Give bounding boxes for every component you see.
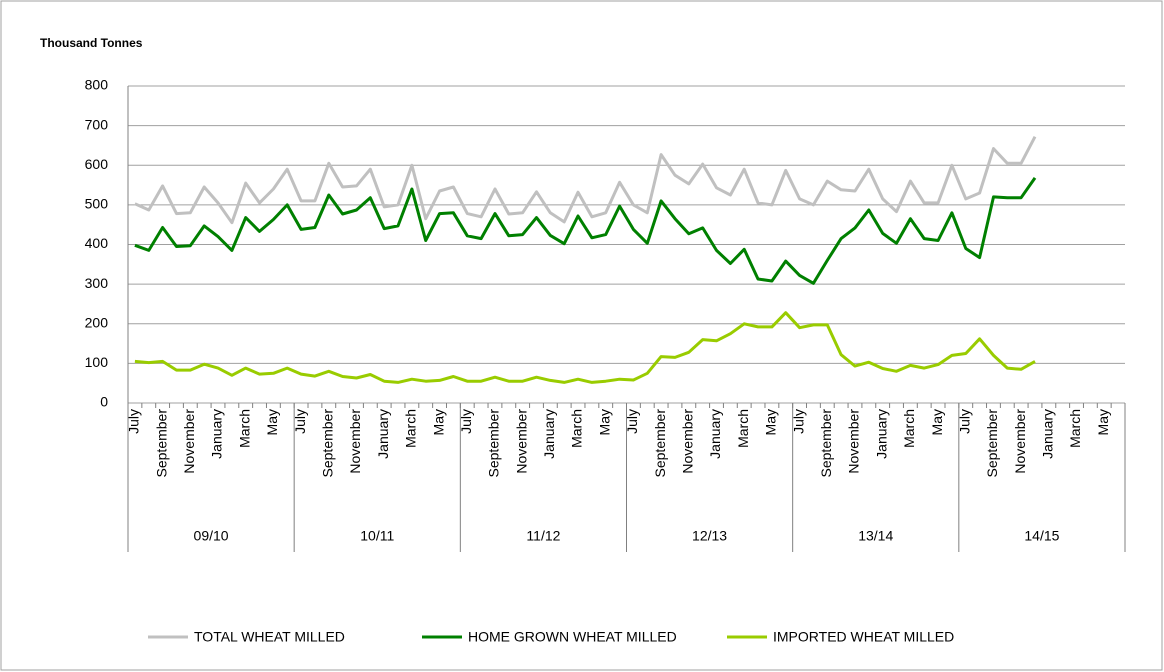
x-tick-label: January xyxy=(707,409,723,459)
x-tick-label: September xyxy=(818,409,834,478)
y-tick-label: 0 xyxy=(100,394,108,410)
series-line xyxy=(134,311,1036,384)
x-tick-label: January xyxy=(375,409,391,459)
x-tick-label: May xyxy=(430,409,446,435)
x-tick-label: January xyxy=(209,409,225,459)
x-tick-label: May xyxy=(929,409,945,435)
y-axis-title: Thousand Tonnes xyxy=(40,36,143,50)
x-tick-label: November xyxy=(513,409,529,474)
x-tick-label: January xyxy=(541,409,557,459)
x-tick-label: July xyxy=(956,409,972,434)
x-tick-label: March xyxy=(236,409,252,448)
x-tick-label: July xyxy=(126,409,142,434)
series-line xyxy=(134,136,1037,225)
group-label: 09/10 xyxy=(194,528,229,544)
group-label: 13/14 xyxy=(858,528,893,544)
x-tick-label: July xyxy=(790,409,806,434)
y-tick-label: 200 xyxy=(85,314,109,330)
x-tick-label: March xyxy=(735,409,751,448)
x-tick-label: November xyxy=(1012,409,1028,474)
x-tick-label: March xyxy=(1067,409,1083,448)
x-tick-label: May xyxy=(1095,409,1111,435)
x-tick-label: September xyxy=(153,409,169,478)
x-tick-label: March xyxy=(901,409,917,448)
x-tick-label: July xyxy=(292,409,308,434)
x-tick-label: September xyxy=(486,409,502,478)
group-label: 12/13 xyxy=(692,528,727,544)
x-tick-label: November xyxy=(846,409,862,474)
x-tick-label: July xyxy=(624,409,640,434)
legend-label: IMPORTED WHEAT MILLED xyxy=(773,629,954,645)
x-tick-label: November xyxy=(181,409,197,474)
group-label: 11/12 xyxy=(526,528,560,544)
x-tick-label: January xyxy=(873,409,889,459)
x-tick-label: January xyxy=(1040,409,1056,459)
y-tick-label: 700 xyxy=(85,116,109,132)
series-line xyxy=(134,177,1037,285)
group-label: 14/15 xyxy=(1024,528,1059,544)
y-tick-label: 600 xyxy=(85,156,109,172)
y-tick-label: 300 xyxy=(85,275,109,291)
y-tick-label: 400 xyxy=(85,235,109,251)
x-tick-label: May xyxy=(763,409,779,435)
y-tick-label: 800 xyxy=(85,77,109,93)
legend-label: HOME GROWN WHEAT MILLED xyxy=(468,629,677,645)
x-tick-label: November xyxy=(680,409,696,474)
x-tick-label: September xyxy=(319,409,335,478)
x-tick-label: March xyxy=(403,409,419,448)
x-tick-label: July xyxy=(458,409,474,434)
x-tick-label: March xyxy=(569,409,585,448)
y-tick-label: 500 xyxy=(85,196,109,212)
x-tick-label: May xyxy=(264,409,280,435)
x-tick-label: May xyxy=(596,409,612,435)
y-tick-label: 100 xyxy=(85,354,109,370)
x-tick-label: September xyxy=(984,409,1000,478)
legend-label: TOTAL WHEAT MILLED xyxy=(194,629,345,645)
x-tick-label: November xyxy=(347,409,363,474)
x-tick-label: September xyxy=(652,409,668,478)
group-label: 10/11 xyxy=(360,528,394,544)
